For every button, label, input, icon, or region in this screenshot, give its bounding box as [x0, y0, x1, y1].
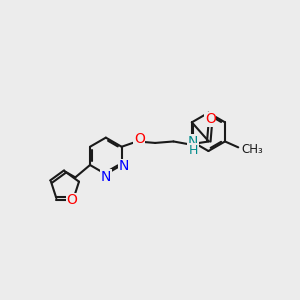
- Text: N: N: [119, 160, 129, 173]
- Text: O: O: [134, 132, 145, 146]
- Text: N: N: [188, 135, 198, 149]
- Text: CH₃: CH₃: [241, 143, 263, 156]
- Text: O: O: [205, 112, 216, 126]
- Text: H: H: [188, 144, 198, 157]
- Text: N: N: [100, 170, 111, 184]
- Text: O: O: [67, 194, 78, 208]
